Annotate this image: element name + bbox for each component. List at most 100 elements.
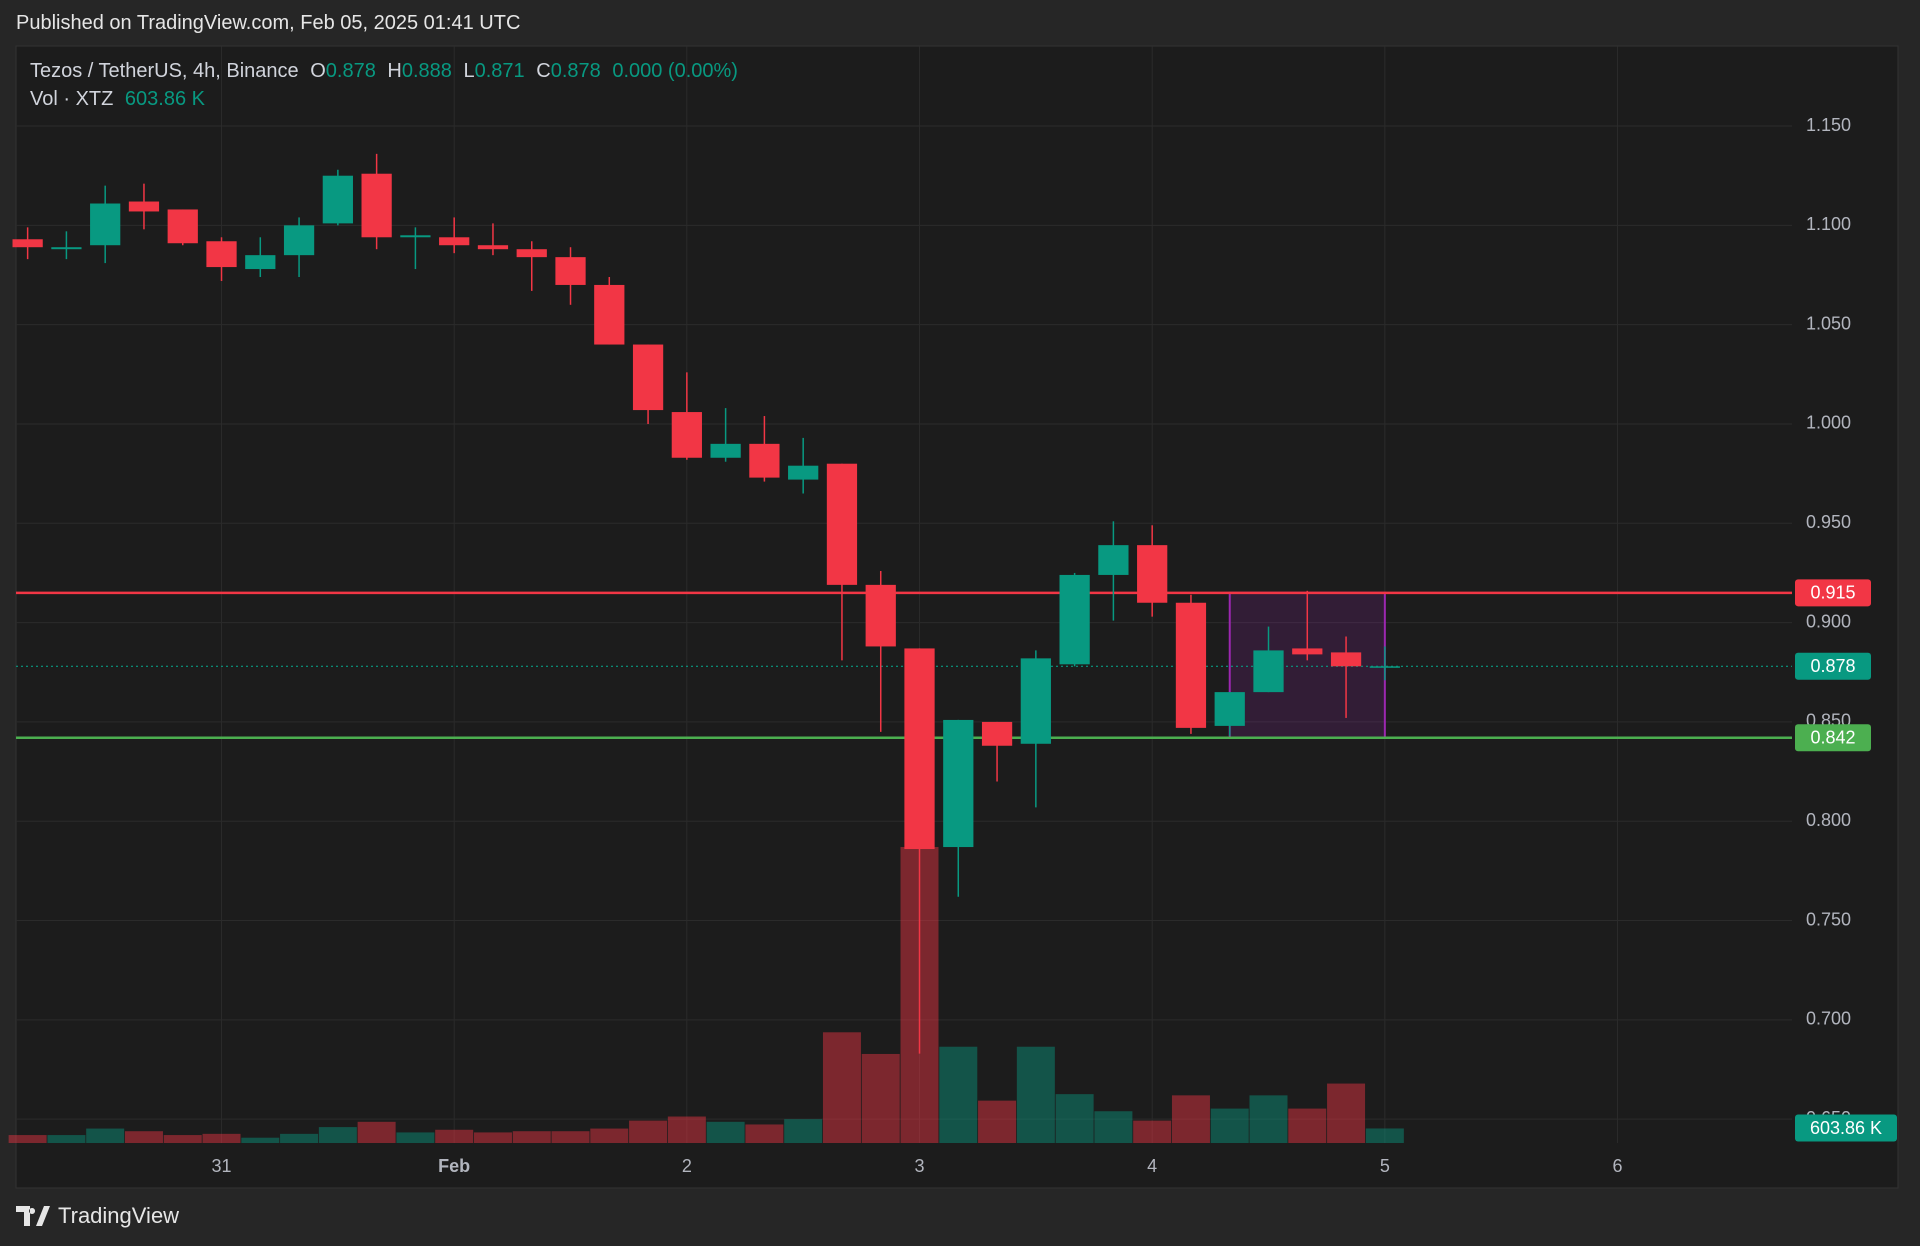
publish-header: Published on TradingView.com, Feb 05, 20… [16, 12, 521, 34]
volume-bar [1327, 1083, 1366, 1143]
candle-body [904, 648, 935, 850]
volume-bar [318, 1127, 357, 1143]
candle-body [245, 255, 276, 270]
volume-bar [1055, 1094, 1094, 1143]
volume-tag: 603.86 K [1810, 1118, 1882, 1138]
volume-value: 603.86 K [124, 88, 205, 110]
candle-body [1137, 545, 1168, 603]
ohlc-value: 0.878 [325, 60, 376, 82]
volume-name: Vol · XTZ [30, 88, 114, 110]
candle-body [322, 175, 353, 224]
candle-body [749, 443, 780, 478]
volume-bar [822, 1032, 861, 1143]
volume-bar [861, 1053, 900, 1143]
ohlc-label: H [387, 60, 402, 82]
volume-bar [163, 1135, 202, 1143]
y-tick-label: 1.000 [1806, 413, 1851, 433]
candle-body [981, 721, 1013, 746]
volume-bar [47, 1135, 86, 1143]
price-tag: 0.915 [1810, 583, 1855, 603]
volume-bar [978, 1100, 1017, 1143]
x-tick-label: 4 [1147, 1156, 1157, 1176]
candle-body [1369, 666, 1400, 668]
candle-body [1020, 658, 1051, 744]
y-tick-label: 1.150 [1806, 115, 1851, 135]
volume-tag-bg [1795, 1114, 1897, 1142]
candle-body [710, 443, 741, 458]
volume-bar [1094, 1111, 1133, 1143]
y-tick-label: 0.800 [1806, 810, 1851, 830]
change: 0.000 (0.00%) [612, 60, 738, 82]
price-tag-bg [1795, 579, 1871, 607]
volume-bar [745, 1124, 784, 1143]
volume-bar [396, 1132, 435, 1143]
y-tick-label: 0.700 [1806, 1009, 1851, 1029]
candle-body [1214, 692, 1245, 726]
volume-bar [124, 1131, 163, 1143]
candle-body [51, 247, 82, 250]
y-tick-label: 1.100 [1806, 214, 1851, 234]
candle-body [516, 249, 547, 258]
x-tick-label: 6 [1612, 1156, 1622, 1176]
volume-bar [357, 1121, 396, 1143]
volume-bar [8, 1135, 47, 1143]
candle-body [361, 173, 392, 238]
volume-bar [86, 1128, 125, 1143]
chart-panel [15, 45, 1899, 1189]
candle-body [1253, 650, 1284, 693]
volume-bar [473, 1132, 512, 1143]
candle-body [1292, 648, 1323, 655]
volume-bar [1365, 1128, 1404, 1143]
volume-row: Vol · XTZ 603.86 K [30, 85, 744, 113]
volume-bar [939, 1046, 978, 1143]
volume-bar [1133, 1120, 1172, 1143]
ohlc-row: Tezos / TetherUS, 4h, Binance O0.878 H0.… [30, 57, 744, 85]
volume-bar [435, 1129, 474, 1143]
candle-body [865, 584, 896, 647]
candle-body [671, 412, 702, 458]
candle-body [1059, 574, 1090, 665]
logo-icon [16, 1206, 50, 1226]
ohlc-value: 0.888 [401, 60, 452, 82]
x-tick-label: 3 [915, 1156, 925, 1176]
candle-body [128, 201, 160, 212]
volume-bar [551, 1131, 590, 1143]
candle-body [1175, 602, 1207, 728]
volume-bar [1171, 1095, 1210, 1143]
candle-body [400, 235, 431, 238]
volume-bar [512, 1131, 551, 1143]
symbol: Tezos / TetherUS, 4h, Binance [30, 60, 299, 82]
volume-bar [1016, 1046, 1055, 1143]
price-tag: 0.842 [1810, 728, 1855, 748]
volume-bar [241, 1137, 280, 1143]
volume-bar [590, 1128, 629, 1143]
volume-bar [1249, 1095, 1288, 1143]
y-tick-label: 1.050 [1806, 313, 1851, 333]
brand: TradingView [58, 1203, 180, 1228]
volume-bar [706, 1121, 745, 1143]
x-tick-label: Feb [438, 1156, 470, 1176]
volume-bar [629, 1120, 668, 1143]
x-tick-label: 31 [212, 1156, 232, 1176]
y-tick-label: 0.900 [1806, 611, 1851, 631]
footer: TradingView [16, 1203, 179, 1229]
ohlc-label: O [310, 60, 326, 82]
candle-body [555, 257, 586, 285]
volume-bar [1210, 1108, 1249, 1143]
ohlc-value: 0.878 [550, 60, 601, 82]
candle-body [1330, 652, 1362, 667]
last-price-tag: 0.878 [1810, 656, 1855, 676]
volume-bar [667, 1116, 706, 1143]
candle-body [477, 245, 509, 250]
last-price-tag-bg [1795, 652, 1871, 680]
candle-body [206, 241, 237, 268]
candle-body [1098, 545, 1129, 575]
price-tag-bg [1795, 724, 1871, 752]
candle-body [283, 225, 315, 256]
volume-bar [1288, 1108, 1327, 1143]
candle-body [594, 284, 625, 345]
volume-bar [784, 1119, 823, 1143]
ohlc-label: L [463, 60, 475, 82]
